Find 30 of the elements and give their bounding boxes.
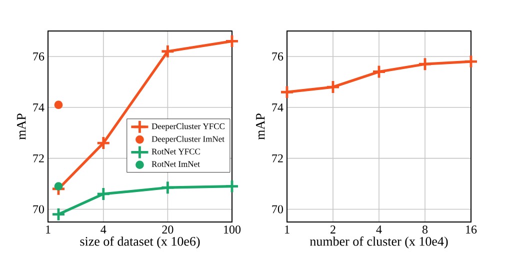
y-tick-label: 72 — [33, 154, 44, 162]
point — [326, 80, 340, 94]
legend-label: RotNet YFCC — [152, 148, 200, 154]
x-tick-label: 8 — [422, 226, 428, 234]
legend-label: DeeperCluster YFCC — [152, 123, 224, 131]
legend-label: RotNet ImNet — [152, 161, 200, 167]
x-axis-title: size of dataset (x 10e6) — [80, 236, 200, 248]
x-tick-label: 100 — [224, 226, 241, 234]
x-tick-label: 1 — [46, 226, 50, 234]
x-tick-label: 4 — [100, 226, 106, 234]
x-tick-label: 1 — [285, 226, 290, 234]
y-axis-title: mAP — [17, 114, 26, 140]
y-tick-label: 76 — [272, 52, 284, 60]
x-tick-label: 2 — [330, 226, 336, 234]
point — [372, 64, 386, 79]
y-tick-label: 72 — [272, 154, 283, 162]
x-tick-label: 4 — [376, 226, 382, 234]
x-tick-label: 16 — [466, 226, 477, 234]
y-tick-label: 74 — [272, 103, 284, 112]
point — [464, 54, 478, 69]
legend-label: DeeperCluster ImNet — [152, 136, 224, 144]
point — [280, 84, 294, 100]
x-tick-label: 20 — [162, 226, 174, 234]
y-tick-label: 70 — [272, 205, 284, 214]
x-axis-title: number of cluster (x 10e4) — [310, 236, 448, 248]
point — [418, 56, 432, 72]
y-tick-label: 70 — [33, 205, 44, 214]
y-tick-label: 74 — [33, 103, 44, 112]
y-axis-title: mAP — [256, 114, 265, 140]
y-tick-label: 76 — [33, 52, 44, 60]
